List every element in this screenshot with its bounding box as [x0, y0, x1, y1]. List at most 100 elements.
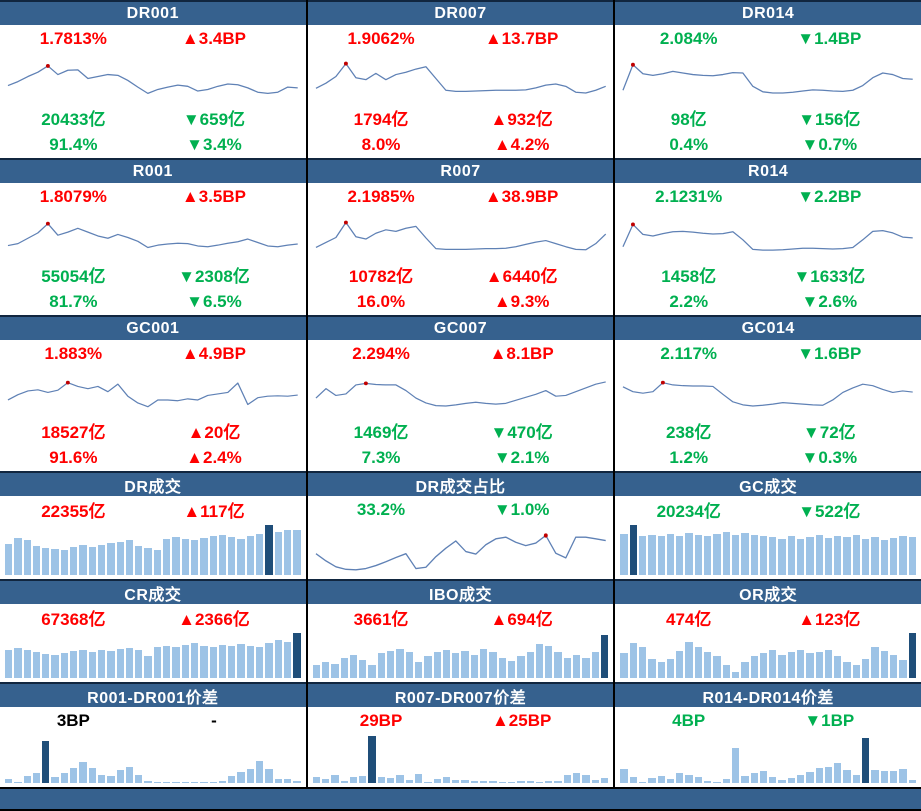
bar — [88, 651, 96, 678]
bar — [704, 536, 712, 575]
bar-highlight — [265, 525, 273, 575]
spread-change: ▼1BP — [804, 710, 855, 730]
stat-row: 2.117% ▼1.6BP — [615, 340, 921, 367]
bar — [834, 536, 842, 575]
stat-row: 67368亿 ▲2366亿 — [0, 604, 306, 631]
bar — [246, 768, 255, 783]
bar — [796, 774, 805, 783]
bar — [135, 774, 143, 783]
bar — [200, 781, 208, 783]
bar — [591, 780, 599, 783]
bar — [107, 776, 115, 783]
stat-row: 1.2% ▼0.3% — [615, 444, 921, 471]
bar — [414, 773, 423, 783]
panel-dr001: DR001 1.7813% ▲3.4BP 20433亿 ▼659亿 91.4% ▼3.4% — [0, 0, 308, 158]
bar — [731, 671, 740, 678]
bar — [377, 777, 386, 783]
bar — [815, 535, 823, 575]
bar — [899, 660, 907, 678]
bar — [452, 780, 460, 783]
bar — [452, 653, 460, 678]
rate-change: ▲8.1BP — [489, 343, 554, 363]
share-value: 16.0% — [356, 291, 406, 311]
panel-dr-volume: DR成交 22355亿 ▲117亿 — [0, 471, 308, 579]
bar — [200, 538, 208, 575]
bar — [79, 761, 87, 783]
bar — [461, 780, 469, 783]
bar — [51, 777, 59, 783]
bar — [694, 777, 703, 783]
volume-value: 1458亿 — [661, 267, 717, 286]
stat-row: 2.1985% ▲38.9BP — [308, 183, 614, 210]
bar — [246, 645, 255, 678]
bar — [396, 775, 404, 783]
bar — [23, 650, 31, 678]
share-change: ▼6.5% — [186, 291, 242, 311]
bar — [359, 776, 367, 783]
rate-value: 2.084% — [659, 28, 718, 48]
bar — [638, 646, 647, 678]
stat-row: 3BP - — [0, 707, 306, 734]
spread-value: 3BP — [56, 710, 90, 730]
bar — [60, 550, 69, 575]
bar — [489, 651, 497, 678]
panel-title: R014-DR014价差 — [615, 682, 921, 707]
bar-chart — [308, 631, 614, 682]
bar — [899, 536, 907, 575]
bar — [200, 645, 208, 678]
panel-title: GC成交 — [615, 471, 921, 496]
trend-line — [7, 65, 298, 95]
bar — [704, 651, 712, 678]
bar — [274, 532, 282, 575]
bar — [498, 657, 506, 678]
bar — [741, 661, 749, 678]
share-value: 7.3% — [361, 447, 401, 467]
share-value: 33.2% — [356, 499, 406, 519]
series-peak-dot — [65, 380, 70, 385]
share-change: ▼2.6% — [801, 291, 858, 311]
panel-title: DR成交 — [0, 471, 306, 496]
volume-change: ▲20亿 — [187, 423, 241, 442]
stat-row: 81.7% ▼6.5% — [0, 288, 306, 315]
series-peak-dot — [45, 221, 50, 226]
bar — [116, 542, 124, 575]
volume-value: 10782亿 — [348, 267, 414, 286]
volume-value: 20234亿 — [656, 502, 721, 521]
stat-row: 10782亿 ▲6440亿 — [308, 261, 614, 288]
stat-row: 1469亿 ▼470亿 — [308, 417, 614, 444]
bar-highlight — [862, 738, 870, 783]
stat-row: 91.4% ▼3.4% — [0, 131, 306, 158]
stat-row: 1.8079% ▲3.5BP — [0, 183, 306, 210]
bar — [228, 776, 236, 783]
bar — [843, 661, 851, 678]
bar — [144, 656, 152, 678]
sparkline-chart — [308, 210, 614, 261]
bar — [424, 781, 432, 783]
bar — [834, 656, 842, 678]
bar — [666, 659, 675, 678]
series-peak-dot — [543, 533, 548, 538]
bar — [274, 640, 282, 678]
bar — [852, 535, 861, 575]
bar — [666, 534, 675, 575]
bar — [620, 653, 628, 678]
rate-value: 1.9062% — [347, 28, 415, 48]
stat-row: 4BP ▼1BP — [615, 707, 921, 734]
bar — [600, 778, 609, 783]
bar — [759, 653, 768, 678]
stat-row: 16.0% ▲9.3% — [308, 288, 614, 315]
bar — [694, 535, 703, 575]
bar — [554, 651, 562, 678]
dashboard-row: DR001 1.7813% ▲3.4BP 20433亿 ▼659亿 91.4% ▼3.4% D… — [0, 0, 921, 158]
bar — [685, 642, 693, 678]
share-change: ▲4.2% — [493, 134, 550, 154]
bar — [759, 771, 768, 783]
bar — [704, 781, 712, 783]
bar — [889, 654, 898, 678]
bar — [498, 781, 506, 783]
bar — [433, 651, 441, 678]
stat-row: 2.084% ▼1.4BP — [615, 25, 921, 52]
bar — [871, 647, 879, 678]
bar — [517, 781, 525, 783]
bar — [359, 660, 367, 678]
